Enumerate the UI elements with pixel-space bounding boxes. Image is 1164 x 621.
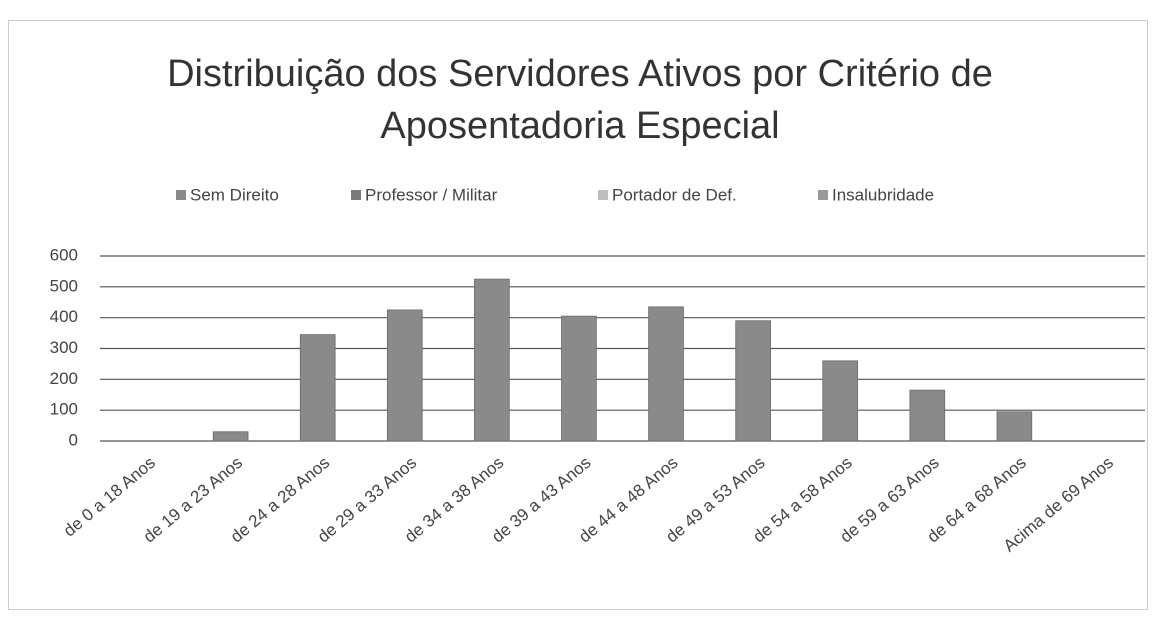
bar — [386, 309, 423, 442]
y-tick-label: 100 — [50, 400, 78, 419]
legend-label: Insalubridade — [832, 185, 934, 204]
legend-label: Portador de Def. — [612, 185, 737, 204]
bar — [648, 306, 684, 442]
y-tick-label: 0 — [69, 430, 78, 449]
bar — [996, 411, 1033, 442]
y-tick-label: 500 — [50, 276, 78, 295]
legend-swatch — [351, 190, 361, 200]
chart-frame — [8, 20, 1148, 610]
legend-label: Sem Direito — [190, 185, 279, 204]
y-tick-label: 200 — [50, 369, 78, 388]
bar — [909, 389, 946, 442]
chart-title: Distribuição dos Servidores Ativos por C… — [167, 53, 993, 147]
legend-swatch — [818, 190, 828, 200]
bar — [735, 320, 771, 442]
legend-label: Professor / Militar — [365, 185, 498, 204]
bar — [299, 334, 336, 442]
bar — [212, 431, 249, 442]
bar — [822, 360, 859, 442]
y-tick-label: 400 — [50, 307, 78, 326]
y-tick-label: 300 — [50, 338, 78, 357]
bar — [561, 315, 597, 442]
y-tick-label: 600 — [50, 245, 78, 264]
legend-swatch — [176, 190, 186, 200]
bar — [474, 278, 510, 442]
legend-swatch — [598, 190, 608, 200]
